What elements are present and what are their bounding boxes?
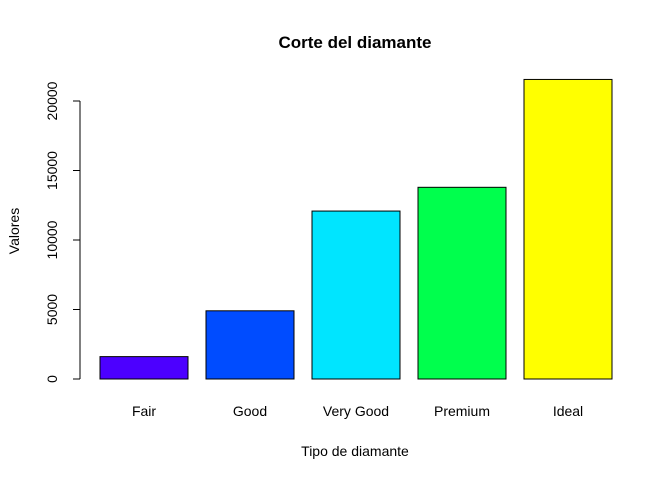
y-tick-label: 10000 (44, 220, 60, 259)
y-axis: 0 5000 10000 15000 20000 (44, 81, 81, 383)
x-tick-label: Very Good (323, 403, 389, 419)
x-tick-label: Fair (132, 403, 156, 419)
x-axis-label: Tipo de diamante (301, 443, 409, 459)
x-tick-label: Ideal (553, 403, 583, 419)
y-tick-label: 0 (44, 375, 60, 383)
bars (99, 78, 613, 380)
chart-title: Corte del diamante (278, 33, 431, 52)
y-axis-label: Valores (6, 208, 22, 254)
bar-ideal (523, 78, 613, 380)
x-tick-label: Premium (434, 403, 490, 419)
x-tick-labels: Fair Good Very Good Premium Ideal (132, 403, 583, 419)
bar-premium (417, 186, 507, 380)
bar-good (205, 310, 295, 380)
y-tick-label: 5000 (44, 294, 60, 325)
bar-very-good (311, 210, 401, 380)
bar-fair (99, 356, 189, 380)
y-tick-label: 20000 (44, 81, 60, 120)
x-tick-label: Good (233, 403, 267, 419)
y-tick-label: 15000 (44, 151, 60, 190)
